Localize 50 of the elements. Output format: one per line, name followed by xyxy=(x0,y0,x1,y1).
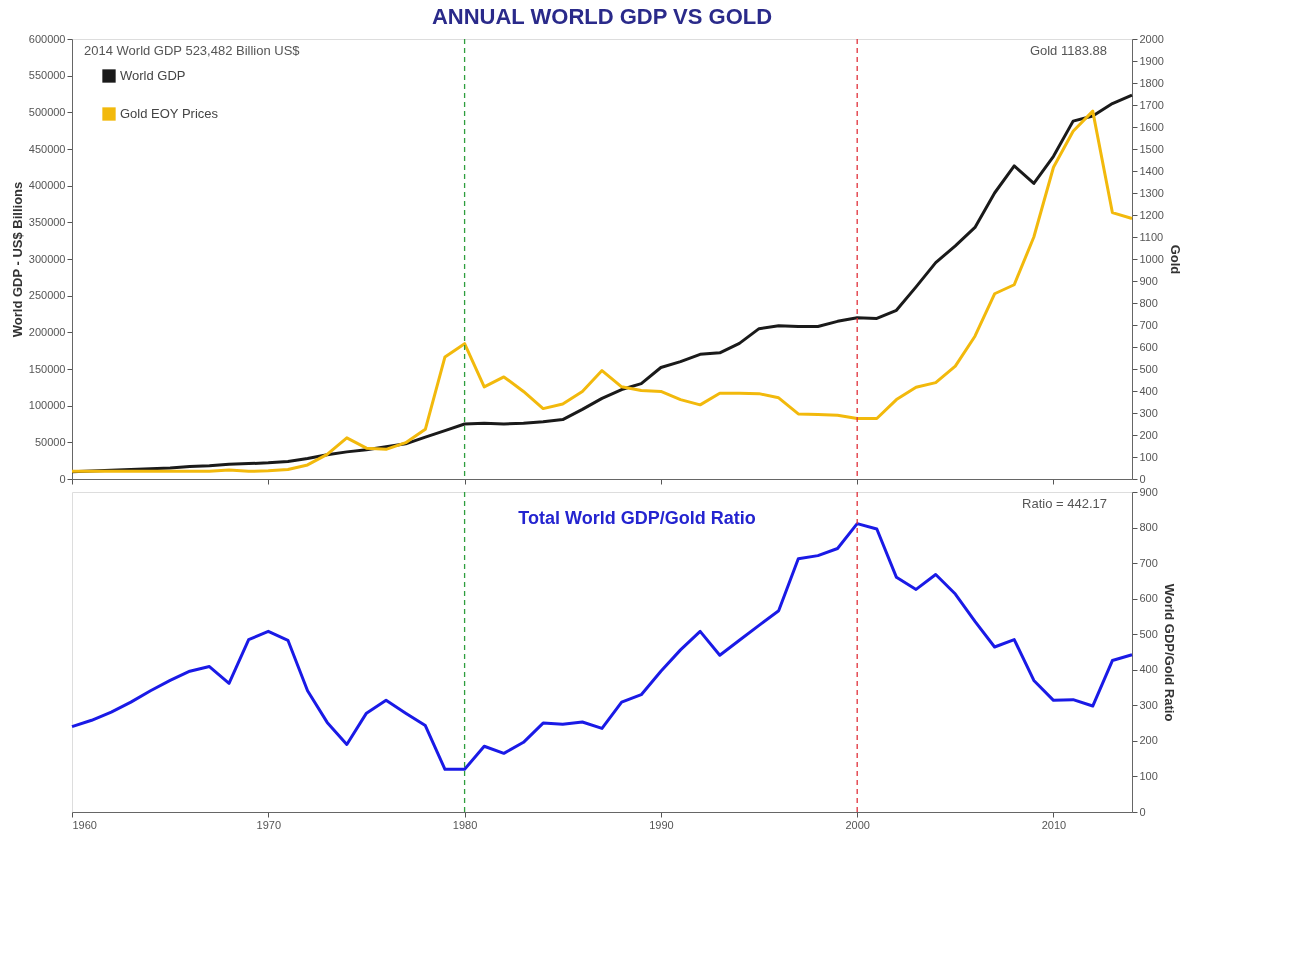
y2-tick-label: 2000 xyxy=(1139,32,1164,45)
y2-axis-title: Gold xyxy=(1167,244,1183,275)
y-tick-label: 200 xyxy=(1139,734,1158,747)
y2-tick-label: 1100 xyxy=(1139,230,1164,243)
y-axis-title: World GDP/Gold Ratio xyxy=(1161,583,1177,722)
y-tick-label: 250000 xyxy=(28,289,66,302)
y2-tick-label: 1000 xyxy=(1139,252,1164,265)
y-tick-label: 700 xyxy=(1139,556,1158,569)
y-tick-label: 600 xyxy=(1139,592,1158,605)
x-tick-label: 1980 xyxy=(452,818,478,831)
y-tick-label: 550000 xyxy=(28,69,66,82)
legend-label: World GDP xyxy=(120,68,186,83)
x-tick-label: 1990 xyxy=(649,818,674,831)
y-tick-label: 350000 xyxy=(28,215,66,228)
annotation: 2014 World GDP 523,482 Billion US$ xyxy=(84,43,301,58)
y2-tick-label: 1700 xyxy=(1139,98,1164,111)
annotation: Ratio = 442.17 xyxy=(1022,496,1107,511)
x-tick-label: 2010 xyxy=(1041,818,1067,831)
y-tick-label: 0 xyxy=(1139,805,1146,818)
y-tick-label: 400 xyxy=(1139,663,1158,676)
y-tick-label: 50000 xyxy=(34,435,66,448)
y2-tick-label: 1900 xyxy=(1139,54,1164,67)
y-tick-label: 200000 xyxy=(28,325,66,338)
y-tick-label: 300000 xyxy=(28,252,66,265)
y-tick-label: 600000 xyxy=(28,32,66,45)
y2-tick-label: 1400 xyxy=(1139,164,1164,177)
y-tick-label: 100 xyxy=(1139,769,1158,782)
y-tick-label: 100000 xyxy=(28,399,66,412)
x-tick-label: 1970 xyxy=(256,818,282,831)
y-tick-label: 800 xyxy=(1139,521,1158,534)
y2-tick-label: 1200 xyxy=(1139,208,1164,221)
annotation: Gold 1183.88 xyxy=(1029,43,1107,58)
legend-label: Gold EOY Prices xyxy=(120,106,219,121)
y-tick-label: 400000 xyxy=(28,179,66,192)
y-axis-title: World GDP - US$ Billions xyxy=(9,181,25,338)
y-tick-label: 500000 xyxy=(28,105,66,118)
y-tick-label: 450000 xyxy=(28,142,66,155)
y2-tick-label: 1600 xyxy=(1139,120,1164,133)
y-tick-label: 500 xyxy=(1139,627,1158,640)
y-tick-label: 900 xyxy=(1139,485,1158,498)
x-tick-label: 1960 xyxy=(72,818,97,831)
y-tick-label: 150000 xyxy=(28,362,66,375)
y-tick-label: 0 xyxy=(59,472,66,485)
chart-title: ANNUAL WORLD GDP VS GOLD xyxy=(431,4,773,29)
y2-tick-label: 1300 xyxy=(1139,186,1164,199)
y2-tick-label: 1800 xyxy=(1139,76,1164,89)
y-tick-label: 300 xyxy=(1139,698,1158,711)
x-tick-label: 2000 xyxy=(845,818,870,831)
text: Total World GDP/Gold Ratio xyxy=(518,508,756,528)
y2-tick-label: 1500 xyxy=(1139,142,1164,155)
